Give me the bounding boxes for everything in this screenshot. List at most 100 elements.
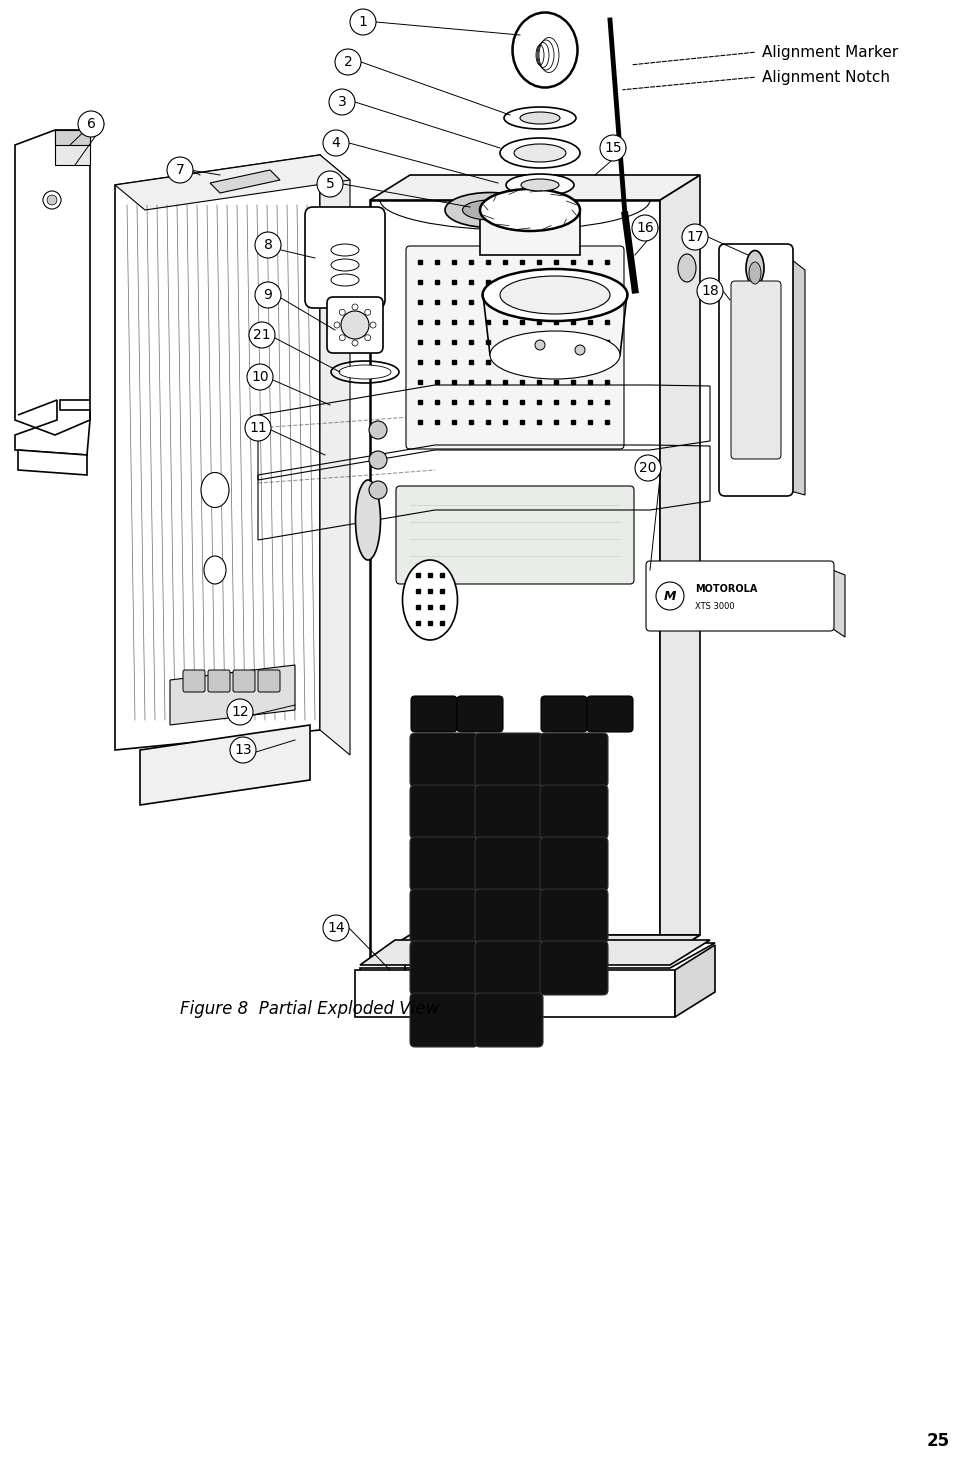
Text: Figure 8  Partial Exploded View: Figure 8 Partial Exploded View (180, 1000, 440, 1018)
Circle shape (335, 48, 361, 75)
FancyBboxPatch shape (646, 561, 834, 632)
FancyBboxPatch shape (406, 245, 624, 450)
Circle shape (227, 699, 253, 726)
FancyBboxPatch shape (233, 670, 255, 692)
Circle shape (339, 335, 345, 341)
FancyBboxPatch shape (208, 670, 230, 692)
Circle shape (369, 480, 387, 499)
Circle shape (697, 278, 723, 304)
Text: 21: 21 (253, 328, 270, 342)
Polygon shape (370, 934, 700, 961)
Polygon shape (370, 175, 700, 200)
Text: 10: 10 (251, 370, 269, 383)
Circle shape (575, 345, 585, 355)
Polygon shape (675, 945, 715, 1017)
Circle shape (352, 339, 358, 347)
Text: 6: 6 (86, 118, 95, 131)
Polygon shape (370, 934, 700, 961)
FancyBboxPatch shape (540, 733, 608, 787)
Text: M: M (663, 589, 676, 602)
Text: 2: 2 (344, 54, 353, 69)
FancyBboxPatch shape (410, 784, 478, 839)
FancyBboxPatch shape (475, 837, 543, 892)
Ellipse shape (204, 555, 226, 585)
Ellipse shape (506, 173, 574, 195)
Circle shape (635, 455, 661, 480)
Circle shape (249, 322, 275, 348)
FancyBboxPatch shape (475, 733, 543, 787)
Ellipse shape (482, 269, 627, 322)
FancyBboxPatch shape (457, 696, 503, 732)
Text: 8: 8 (264, 238, 272, 253)
FancyBboxPatch shape (719, 244, 793, 497)
Circle shape (167, 157, 193, 184)
FancyBboxPatch shape (540, 837, 608, 892)
Polygon shape (480, 210, 580, 256)
Text: 12: 12 (231, 705, 249, 718)
Circle shape (317, 170, 343, 197)
Ellipse shape (490, 331, 620, 379)
FancyBboxPatch shape (475, 784, 543, 839)
FancyBboxPatch shape (410, 837, 478, 892)
Circle shape (329, 90, 355, 115)
Circle shape (334, 322, 340, 328)
FancyBboxPatch shape (540, 942, 608, 995)
Text: Alignment Marker: Alignment Marker (762, 44, 899, 60)
FancyBboxPatch shape (475, 993, 543, 1047)
FancyBboxPatch shape (258, 670, 280, 692)
FancyBboxPatch shape (475, 942, 543, 995)
Text: 11: 11 (249, 422, 267, 435)
Circle shape (247, 364, 273, 389)
Text: 15: 15 (605, 141, 622, 156)
Ellipse shape (445, 192, 535, 228)
Text: 4: 4 (331, 137, 340, 150)
Ellipse shape (500, 276, 610, 314)
Text: 20: 20 (639, 461, 657, 474)
Text: 3: 3 (338, 95, 346, 109)
Circle shape (682, 223, 708, 250)
Polygon shape (115, 156, 320, 751)
Text: Alignment Notch: Alignment Notch (762, 69, 890, 85)
FancyBboxPatch shape (410, 733, 478, 787)
FancyBboxPatch shape (540, 889, 608, 943)
Circle shape (352, 304, 358, 310)
Circle shape (656, 582, 684, 610)
Text: 18: 18 (701, 284, 719, 298)
FancyBboxPatch shape (410, 942, 478, 995)
Polygon shape (320, 156, 350, 755)
Ellipse shape (749, 261, 761, 284)
Ellipse shape (356, 480, 380, 560)
Text: 5: 5 (325, 176, 334, 191)
FancyBboxPatch shape (410, 993, 478, 1047)
Text: 1: 1 (359, 15, 368, 29)
Polygon shape (370, 200, 660, 961)
Polygon shape (355, 970, 675, 1017)
FancyBboxPatch shape (541, 696, 587, 732)
Polygon shape (140, 726, 310, 805)
Circle shape (78, 112, 104, 137)
Ellipse shape (678, 254, 696, 282)
Circle shape (255, 282, 281, 308)
Ellipse shape (746, 251, 764, 285)
Polygon shape (18, 450, 87, 474)
Text: 16: 16 (636, 220, 654, 235)
Circle shape (365, 335, 370, 341)
Polygon shape (360, 943, 715, 997)
Circle shape (323, 915, 349, 942)
Ellipse shape (521, 179, 559, 191)
Ellipse shape (201, 473, 229, 507)
FancyBboxPatch shape (327, 297, 383, 353)
Polygon shape (115, 156, 350, 210)
Circle shape (43, 191, 61, 209)
Ellipse shape (513, 13, 577, 88)
Polygon shape (830, 569, 845, 638)
Polygon shape (55, 129, 90, 165)
Ellipse shape (339, 364, 391, 379)
FancyBboxPatch shape (410, 889, 478, 943)
FancyBboxPatch shape (540, 784, 608, 839)
Circle shape (632, 214, 658, 241)
FancyBboxPatch shape (183, 670, 205, 692)
FancyBboxPatch shape (731, 281, 781, 458)
FancyBboxPatch shape (305, 207, 385, 308)
Circle shape (369, 422, 387, 439)
